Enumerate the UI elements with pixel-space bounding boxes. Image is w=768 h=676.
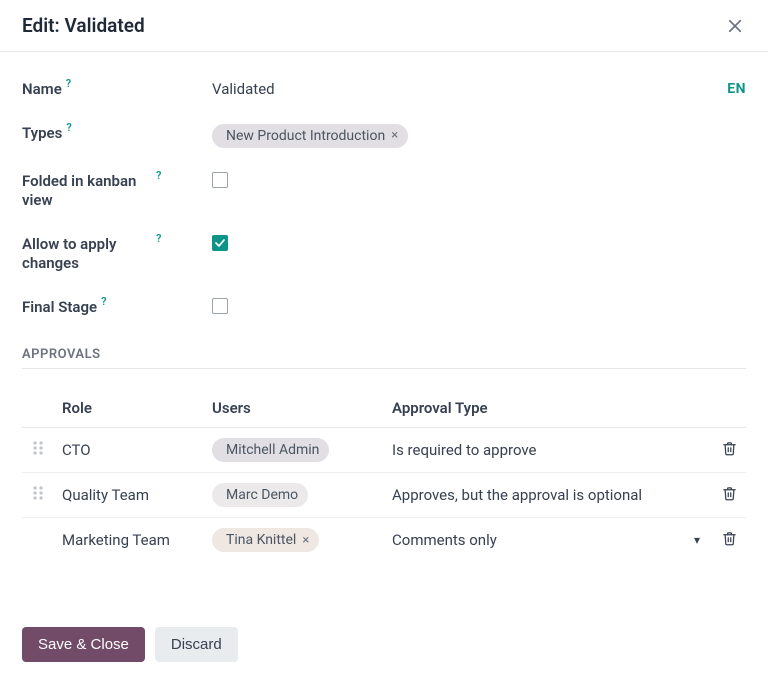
modal-title: Edit: Validated xyxy=(22,14,145,37)
close-icon xyxy=(726,17,744,35)
modal-body: Name ? Validated EN Types ? New Product … xyxy=(0,52,768,617)
allow-changes-checkbox[interactable] xyxy=(212,235,228,251)
user-tag[interactable]: Mitchell Admin xyxy=(212,438,329,462)
types-tag-container[interactable]: New Product Introduction × xyxy=(212,122,746,148)
checkmark-icon xyxy=(214,237,226,249)
type-tag[interactable]: New Product Introduction × xyxy=(212,124,408,148)
field-types: Types ? New Product Introduction × xyxy=(22,122,746,148)
approval-type-cell[interactable]: Comments only ▾ xyxy=(384,518,712,563)
field-folded: Folded in kanban view ? xyxy=(22,170,746,211)
approval-type-label: Approves, but the approval is optional xyxy=(392,486,642,504)
user-tag-label: Mitchell Admin xyxy=(226,442,319,458)
col-role: Role xyxy=(54,389,204,428)
modal-header: Edit: Validated xyxy=(0,0,768,52)
modal-footer: Save & Close Discard xyxy=(0,617,768,676)
users-cell[interactable]: Marc Demo xyxy=(204,473,384,518)
drag-handle-icon[interactable] xyxy=(32,485,44,501)
drag-handle-icon[interactable] xyxy=(32,440,44,456)
users-cell[interactable]: Tina Knittel × xyxy=(204,518,384,563)
user-tag-label: Tina Knittel xyxy=(226,532,296,548)
help-icon[interactable]: ? xyxy=(66,77,71,90)
tag-remove-icon[interactable]: × xyxy=(391,128,398,143)
delete-icon[interactable] xyxy=(722,531,737,546)
final-stage-checkbox[interactable] xyxy=(212,298,228,314)
help-icon[interactable]: ? xyxy=(156,169,161,182)
field-label-folded: Folded in kanban view ? xyxy=(22,170,212,211)
field-label-name: Name ? xyxy=(22,78,212,100)
field-label-final-stage: Final Stage ? xyxy=(22,296,212,318)
section-title-approvals: APPROVALS xyxy=(22,347,746,369)
folded-checkbox[interactable] xyxy=(212,172,228,188)
col-users: Users xyxy=(204,389,384,428)
name-input[interactable]: Validated xyxy=(212,80,275,98)
user-tag[interactable]: Marc Demo xyxy=(212,483,308,507)
delete-icon[interactable] xyxy=(722,486,737,501)
approval-type-label: Comments only xyxy=(392,531,497,549)
table-row: Quality Team Marc Demo Approves, but the a… xyxy=(22,473,746,518)
help-icon[interactable]: ? xyxy=(101,295,106,308)
field-allow-changes: Allow to apply changes ? xyxy=(22,233,746,274)
approval-type-label: Is required to approve xyxy=(392,441,537,459)
chevron-down-icon[interactable]: ▾ xyxy=(694,533,704,547)
approvals-table: Role Users Approval Type CTO Mitchell Adm… xyxy=(22,389,746,562)
delete-icon[interactable] xyxy=(722,441,737,456)
save-button[interactable]: Save & Close xyxy=(22,627,145,662)
role-cell[interactable]: CTO xyxy=(54,428,204,473)
field-label-types: Types ? xyxy=(22,122,212,144)
help-icon[interactable]: ? xyxy=(156,232,161,245)
discard-button[interactable]: Discard xyxy=(155,627,238,662)
field-label-allow-changes: Allow to apply changes ? xyxy=(22,233,212,274)
col-approval-type: Approval Type xyxy=(384,389,712,428)
field-name: Name ? Validated EN xyxy=(22,78,746,100)
field-final-stage: Final Stage ? xyxy=(22,296,746,318)
table-row: Marketing Team Tina Knittel × Comments only… xyxy=(22,518,746,563)
role-cell[interactable]: Marketing Team xyxy=(54,518,204,563)
lang-toggle[interactable]: EN xyxy=(727,81,746,97)
user-tag-label: Marc Demo xyxy=(226,487,298,503)
approval-type-cell[interactable]: Is required to approve xyxy=(384,428,712,473)
role-cell[interactable]: Quality Team xyxy=(54,473,204,518)
approval-type-cell[interactable]: Approves, but the approval is optional xyxy=(384,473,712,518)
tag-remove-icon[interactable]: × xyxy=(302,533,309,548)
close-button[interactable] xyxy=(724,15,746,37)
table-row: CTO Mitchell Admin Is required to approve xyxy=(22,428,746,473)
users-cell[interactable]: Mitchell Admin xyxy=(204,428,384,473)
user-tag[interactable]: Tina Knittel × xyxy=(212,528,319,552)
help-icon[interactable]: ? xyxy=(66,121,71,134)
